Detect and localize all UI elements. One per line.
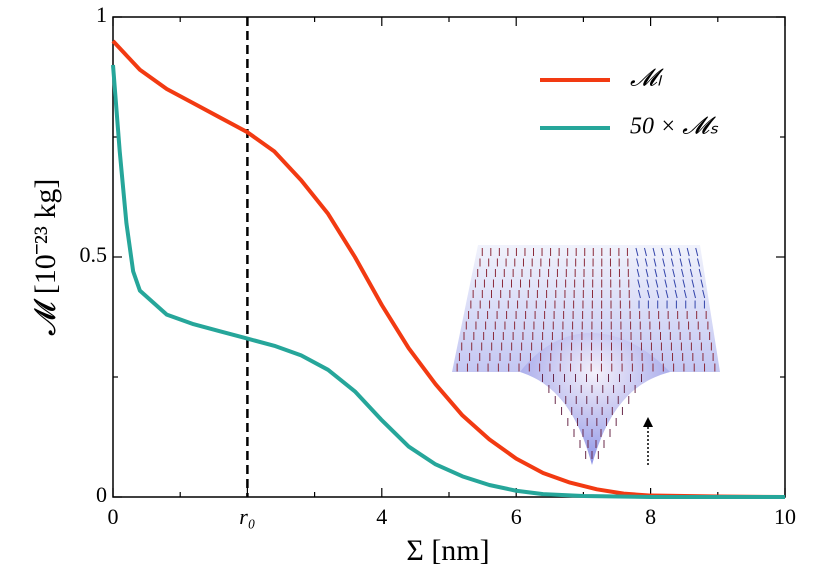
y-tick-label: 0 <box>96 482 107 507</box>
y-tick-label: 0.5 <box>80 242 108 267</box>
inset-spin <box>702 289 706 299</box>
inset-spin <box>686 247 690 257</box>
inset-spin <box>644 247 647 257</box>
inset-spin <box>646 279 650 288</box>
inset-spin <box>655 279 659 288</box>
inset-arrow-head <box>643 417 653 427</box>
inset-spin <box>637 279 641 288</box>
inset-spin <box>674 289 678 299</box>
inset-spin <box>678 247 682 257</box>
inset-spin <box>698 268 702 278</box>
inset-spin <box>700 279 704 288</box>
x-tick-label: 10 <box>774 504 796 529</box>
x-tick-label: 6 <box>511 504 522 529</box>
inset-illustration <box>452 245 720 465</box>
x-tick-label: 4 <box>376 504 387 529</box>
legend-label: 50 × 𝓜ₛ <box>630 114 719 140</box>
inset-spin <box>665 289 669 299</box>
line-series <box>111 39 786 499</box>
inset-spin <box>693 289 696 299</box>
inset-spin <box>688 258 692 267</box>
inset-spin <box>689 268 693 278</box>
inset-spin <box>654 268 658 278</box>
x-tick-label: r₀ <box>239 504 255 529</box>
inset-spin <box>664 279 668 288</box>
inset-spin <box>663 268 667 278</box>
inset-spin <box>682 279 686 288</box>
x-tick-label: 0 <box>108 504 119 529</box>
inset-spin <box>679 258 683 267</box>
inset-spin <box>653 258 657 267</box>
inset-spin <box>681 268 684 278</box>
inset-arrows <box>456 247 716 459</box>
inset-spin <box>696 258 700 267</box>
inset-spin <box>636 268 640 278</box>
inset-spin <box>636 258 640 267</box>
inset-spin <box>695 247 699 257</box>
x-tick-label: 8 <box>645 504 656 529</box>
inset-spin <box>635 247 639 257</box>
line-series <box>111 64 785 499</box>
inset-spin <box>669 247 673 257</box>
inset-spin <box>670 258 674 267</box>
inset-spin <box>683 289 687 299</box>
inset-spin <box>652 247 656 257</box>
legend-label: 𝓜ₗ <box>630 66 664 92</box>
inset-spin <box>637 289 641 299</box>
inset-spin <box>672 268 676 278</box>
inset-spin <box>673 279 677 288</box>
inset-funnel <box>520 333 670 465</box>
inset-spin <box>656 289 660 299</box>
inset-spin <box>647 289 651 299</box>
inset-spin <box>661 247 665 257</box>
inset-spin <box>691 279 695 288</box>
inset-surface <box>452 245 720 372</box>
inset-spin <box>645 268 649 278</box>
x-axis-label: Σ [nm] <box>406 534 489 567</box>
y-axis-label: 𝓜 [10⁻²³ kg] <box>29 179 62 336</box>
inset-spin <box>662 258 666 267</box>
y-tick-label: 1 <box>96 2 107 27</box>
inset-spin <box>644 258 648 267</box>
